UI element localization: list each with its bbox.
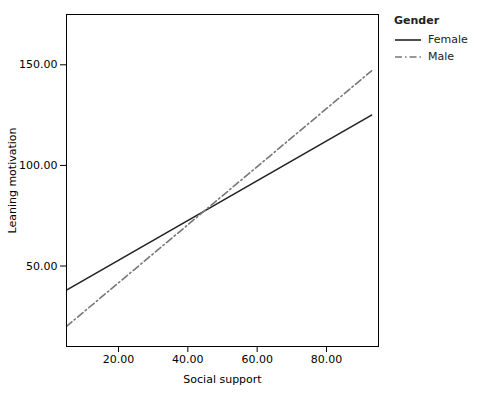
svg-text:Social support: Social support <box>183 373 262 386</box>
html-text:Female: Female <box>428 33 468 46</box>
svg-text:20.00: 20.00 <box>103 353 135 366</box>
svg-text:40.00: 40.00 <box>172 353 204 366</box>
svg-text:60.00: 60.00 <box>241 353 273 366</box>
html-text:Gender: Gender <box>394 14 440 27</box>
svg-text:100.00: 100.00 <box>19 159 58 172</box>
svg-text:150.00: 150.00 <box>19 58 58 71</box>
svg-text:80.00: 80.00 <box>311 353 343 366</box>
svg-text:50.00: 50.00 <box>26 260 58 273</box>
html-text:Male: Male <box>428 50 455 63</box>
svg-text:Leaning motivation: Leaning motivation <box>6 127 19 233</box>
